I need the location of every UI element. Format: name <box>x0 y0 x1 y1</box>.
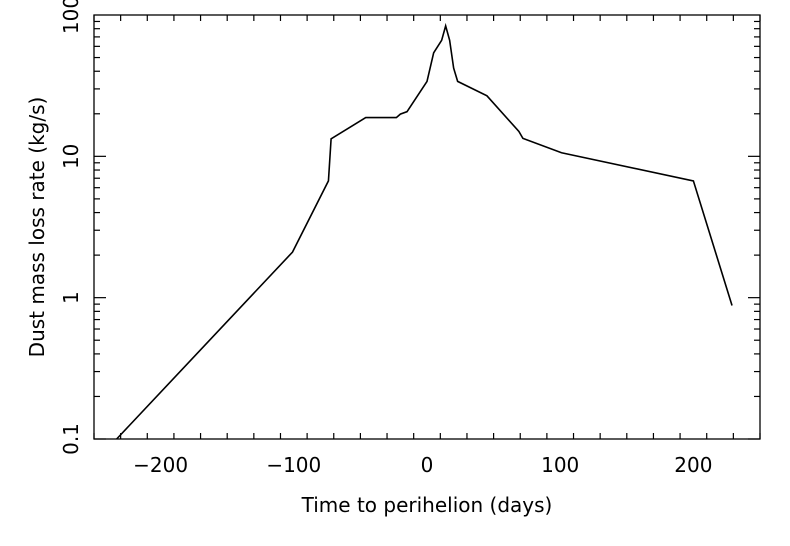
x-tick-label: −200 <box>133 453 188 477</box>
y-tick-label: 1 <box>59 291 83 304</box>
y-axis-label: Dust mass loss rate (kg/s) <box>25 97 49 358</box>
x-axis-label: Time to perihelion (days) <box>301 493 553 517</box>
series-line <box>116 22 733 440</box>
x-tick-label: 0 <box>421 453 434 477</box>
x-tick-label: 100 <box>541 453 579 477</box>
axis-ticks <box>93 15 761 440</box>
y-tick-label: 10 <box>59 144 83 169</box>
x-tick-label: −100 <box>266 453 321 477</box>
y-tick-label: 100 <box>59 0 83 34</box>
y-tick-label: 0.1 <box>59 423 83 455</box>
x-tick-label: 200 <box>674 453 712 477</box>
plot-frame <box>93 14 761 440</box>
tick-labels: −200 −100 0 100 200 0.1 1 10 100 <box>59 0 712 477</box>
